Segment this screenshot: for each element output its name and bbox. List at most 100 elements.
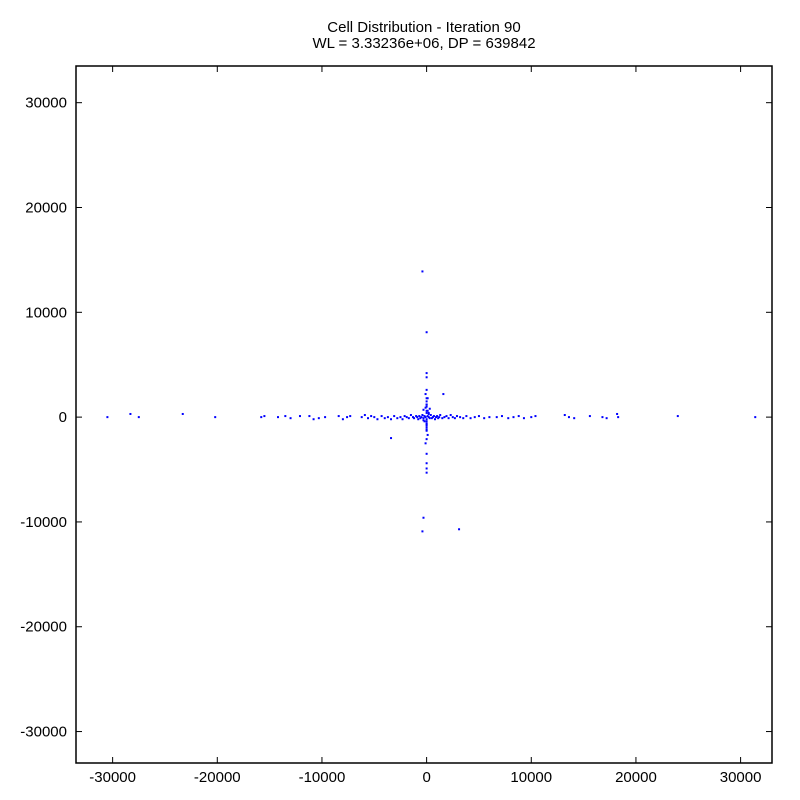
data-point <box>431 416 434 419</box>
data-point <box>412 416 415 419</box>
data-point <box>425 428 428 431</box>
data-point <box>495 416 498 419</box>
data-point <box>443 416 446 419</box>
data-point <box>420 416 423 419</box>
data-point <box>425 372 428 375</box>
data-point <box>337 415 340 418</box>
data-point <box>483 417 486 420</box>
data-point <box>373 416 376 419</box>
data-point <box>449 414 452 417</box>
data-point <box>428 417 431 420</box>
data-point <box>425 405 428 408</box>
data-point <box>425 420 428 423</box>
data-point <box>425 471 428 474</box>
data-point <box>426 409 429 412</box>
data-point <box>390 418 393 421</box>
data-points <box>106 270 757 533</box>
y-tick-label: 0 <box>59 409 67 426</box>
data-point <box>399 416 402 419</box>
x-tick-label: -30000 <box>89 769 136 786</box>
data-point <box>386 416 389 419</box>
data-point <box>396 417 399 420</box>
data-point <box>341 418 344 421</box>
data-point <box>417 418 420 421</box>
data-point <box>477 415 480 418</box>
data-point <box>137 416 140 419</box>
data-point <box>588 415 591 418</box>
data-point <box>512 416 515 419</box>
data-point <box>263 415 266 418</box>
data-point <box>425 403 428 406</box>
data-point <box>367 417 370 420</box>
data-point <box>429 414 432 417</box>
data-point <box>462 417 465 420</box>
data-point <box>416 416 419 419</box>
data-point <box>308 415 311 418</box>
data-point <box>421 414 424 417</box>
data-point <box>425 388 428 391</box>
data-point <box>441 417 444 420</box>
y-tick-label: -10000 <box>20 514 67 531</box>
data-point <box>277 416 279 419</box>
data-point <box>312 418 315 421</box>
data-point <box>534 415 537 418</box>
data-point <box>383 417 386 420</box>
data-point <box>430 417 433 420</box>
x-tick-label: 0 <box>422 769 430 786</box>
data-point <box>214 416 217 419</box>
data-point <box>360 416 363 419</box>
data-point <box>421 530 424 533</box>
data-point <box>324 416 327 419</box>
data-point <box>433 418 436 421</box>
chart-subtitle: WL = 3.33236e+06, DP = 639842 <box>312 35 535 52</box>
data-point <box>289 417 292 420</box>
data-point <box>425 426 428 429</box>
data-point <box>423 415 426 418</box>
data-point <box>601 416 604 419</box>
data-point <box>425 429 428 432</box>
data-point <box>517 415 520 418</box>
data-point <box>298 415 301 418</box>
data-point <box>605 417 608 420</box>
data-point <box>458 528 461 531</box>
data-point <box>376 418 379 421</box>
x-tick-label: 30000 <box>720 769 762 786</box>
data-point <box>425 418 428 421</box>
data-point <box>455 415 458 418</box>
data-point <box>317 417 320 420</box>
data-point <box>617 416 620 419</box>
data-point <box>453 417 456 420</box>
data-point <box>445 415 448 418</box>
y-tick-label: -30000 <box>20 724 67 741</box>
data-point <box>437 417 440 420</box>
data-point <box>616 412 619 415</box>
data-point <box>473 416 476 419</box>
data-point <box>425 462 428 465</box>
data-point <box>426 433 429 436</box>
data-point <box>676 415 679 418</box>
data-point <box>425 411 428 414</box>
x-tick-label: 20000 <box>615 769 657 786</box>
data-point <box>422 419 425 422</box>
data-point <box>424 442 427 445</box>
data-point <box>424 393 427 396</box>
axis-ticks: -30000 -20000 -10000 0 10000 20000 30000 -30000… <box>20 66 772 786</box>
data-point <box>573 417 576 420</box>
data-point <box>425 423 428 426</box>
data-point <box>426 397 429 400</box>
data-point <box>418 415 421 418</box>
data-point <box>425 400 428 403</box>
data-point <box>425 331 428 334</box>
data-point <box>346 416 349 419</box>
data-point <box>393 415 396 418</box>
data-point <box>459 416 462 419</box>
y-tick-label: -20000 <box>20 619 67 636</box>
data-point <box>436 415 439 418</box>
data-point <box>422 516 425 519</box>
data-point <box>422 408 425 411</box>
y-tick-label: 10000 <box>25 304 67 321</box>
y-tick-label: 30000 <box>25 95 67 112</box>
data-point <box>425 376 428 379</box>
data-point <box>488 416 491 419</box>
